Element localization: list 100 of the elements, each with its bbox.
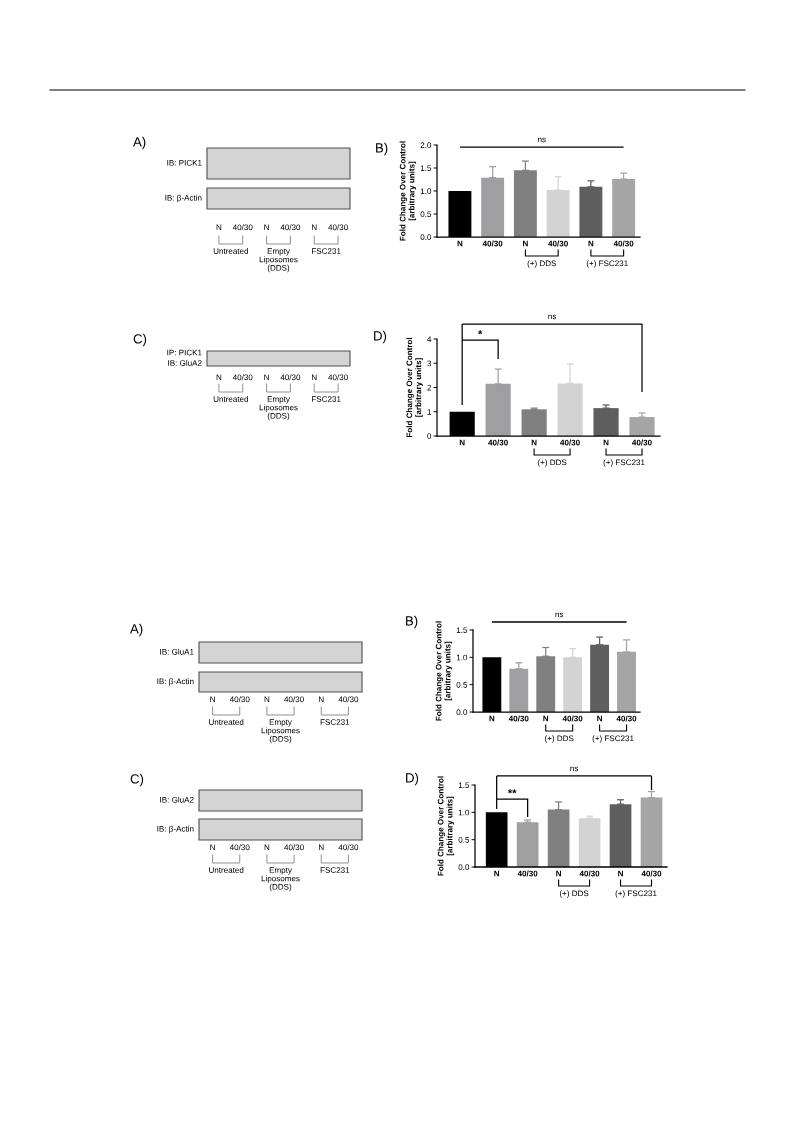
x-tick-label: N [459, 439, 465, 446]
category-label: IB: β-Actin [165, 194, 202, 203]
y-tick-label: 3 [427, 360, 432, 367]
x-tick-label: 40/30 [482, 240, 503, 247]
text: (+) FSC231 [603, 459, 645, 467]
category-label: IB: β-Actin [157, 678, 194, 686]
x-tick-label: 40/30 [562, 715, 583, 722]
x-tick-label: N [597, 715, 602, 722]
text: ns [570, 766, 579, 772]
x-tick-label: 40/30 [548, 240, 568, 247]
category-label: 40/30 [338, 696, 359, 703]
x-tick-label: N [543, 715, 549, 722]
text: Untreated [209, 867, 244, 873]
y-tick-label: 0.0 [458, 864, 470, 870]
text: FSC231 [312, 396, 341, 402]
x-tick-label: 40/30 [488, 439, 508, 446]
text: A) [130, 623, 143, 637]
text: (+) DDS [537, 459, 567, 467]
text: ns [538, 137, 546, 143]
text: Empty Liposomes (DDS) [261, 867, 300, 892]
text: (+) FSC231 [586, 260, 628, 268]
category-label: 40/30 [229, 696, 250, 703]
category-label: 40/30 [232, 374, 253, 381]
category-label: N [210, 844, 215, 851]
category-label: IB: PICK1 [167, 159, 202, 166]
text: C) [133, 333, 147, 347]
y-tick-label: 1.5 [458, 782, 470, 788]
x-tick-label: N [523, 240, 528, 247]
x-tick-label: N [588, 240, 594, 247]
text: Untreated [213, 396, 248, 402]
category-label: N [312, 374, 317, 381]
bar [612, 179, 636, 237]
category-label: IB: β-Actin [157, 825, 194, 834]
chart-title: B) [376, 142, 388, 156]
category-label: 40/30 [328, 224, 348, 231]
bar [593, 408, 619, 436]
x-tick-label: 40/30 [560, 439, 580, 446]
x-tick-label: N [494, 870, 500, 877]
category-label: IB: GluA2 [160, 796, 194, 803]
x-tick-label: N [457, 240, 463, 247]
y-tick-label: 1.0 [456, 654, 468, 661]
y-tick-label: 4 [427, 336, 432, 342]
category-label: 40/30 [338, 844, 359, 851]
x-tick-label: N [618, 870, 623, 877]
text: FSC231 [312, 248, 341, 254]
text: (+) DDS [559, 890, 589, 898]
y-tick-label: 0.5 [456, 681, 468, 688]
category-label: N [264, 844, 270, 851]
category-label: N [264, 696, 270, 703]
text: Untreated [213, 248, 248, 254]
category-label: 40/30 [229, 844, 250, 851]
y-tick-label: 1 [427, 409, 432, 415]
annotation: ** [507, 789, 517, 794]
y-tick-label: 2.0 [420, 142, 432, 148]
x-tick-label: N [531, 439, 537, 446]
y-axis-title: Fold Change Over Control [arbitrary units] [435, 621, 453, 721]
y-axis-title: Fold Change Over Control [arbitrary units] [437, 776, 455, 876]
chart-title: D) [374, 330, 387, 344]
category-label: IP: PICK1 IB: GluA2 [167, 349, 202, 366]
text: Empty Liposomes (DDS) [259, 248, 298, 273]
category-label: N [312, 224, 317, 231]
x-tick-label: 40/30 [579, 870, 600, 877]
category-label: N [264, 374, 269, 381]
bar [579, 186, 603, 237]
x-tick-label: N [603, 439, 609, 446]
y-tick-label: 2 [427, 384, 432, 391]
y-tick-label: 0.0 [456, 709, 468, 715]
x-tick-label: 40/30 [613, 240, 634, 247]
bar [629, 417, 655, 436]
x-tick-label: 40/30 [641, 870, 662, 877]
category-label: N [216, 224, 222, 231]
x-tick-label: 40/30 [517, 870, 538, 877]
x-tick-label: 40/30 [616, 715, 637, 722]
text: (+) DDS [545, 735, 574, 743]
y-tick-label: 0.5 [458, 836, 470, 843]
text: Untreated [209, 719, 244, 725]
text: Empty Liposomes (DDS) [259, 396, 298, 421]
text: * [478, 330, 483, 335]
x-tick-label: N [556, 870, 561, 877]
x-tick-label: 40/30 [508, 715, 529, 722]
text: (+) DDS [527, 260, 557, 268]
y-tick-label: 0.0 [420, 234, 432, 240]
bar [609, 804, 632, 867]
text: ns [548, 314, 557, 320]
text: (+) FSC231 [615, 890, 657, 898]
y-axis-title: Fold Change Over Control [arbitrary units] [399, 141, 417, 241]
bar [578, 818, 601, 867]
y-tick-label: 0.5 [420, 211, 432, 217]
text: A) [133, 136, 146, 150]
bar [516, 822, 539, 867]
category-label: 40/30 [328, 374, 348, 381]
category-label: N [216, 374, 222, 381]
category-label: N [210, 696, 215, 703]
category-label: N [319, 844, 324, 851]
chart-title: B) [406, 615, 418, 629]
category-label: 40/30 [232, 224, 253, 231]
chart-title: D) [406, 772, 419, 786]
y-axis-title: Fold Change Over Control [arbitrary units] [406, 337, 423, 438]
bar [521, 409, 547, 436]
category-label: 40/30 [284, 844, 304, 851]
